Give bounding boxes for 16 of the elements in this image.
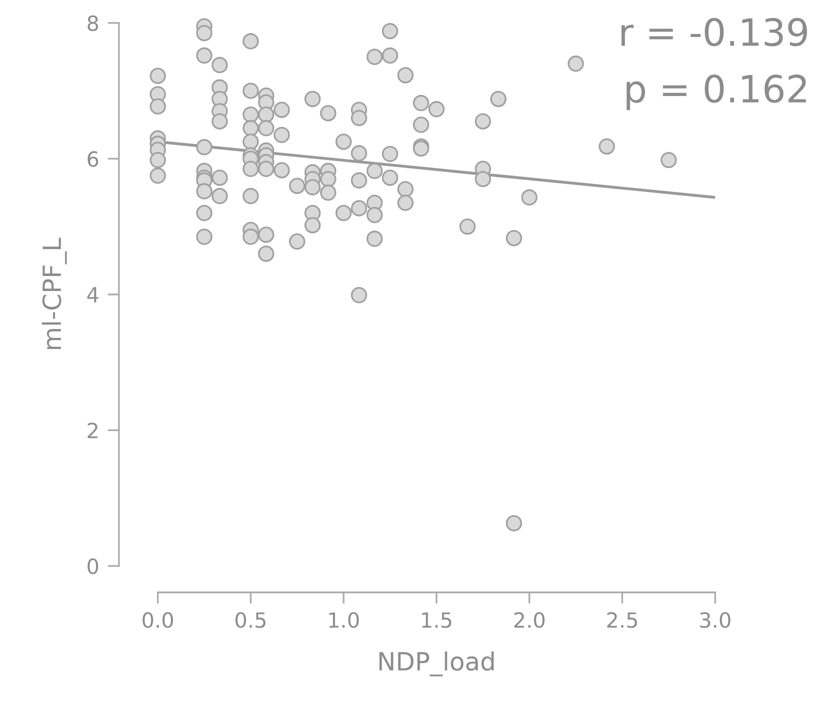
y-axis-title: ml-CPF_L [42,238,67,350]
x-tick-label: 0.5 [236,612,266,628]
x-axis-title: NDP_load [379,651,494,676]
x-tick-label: 2.0 [514,612,545,628]
y-tick-label: 8 [88,15,98,32]
x-tick-label: 3.0 [700,612,730,628]
annotation: p = 0.162 [626,74,806,110]
y-tick-label: 6 [88,151,98,167]
y-tick-label: 0 [88,558,98,574]
y-tick-label: 4 [87,287,98,302]
x-tick-label: 1.5 [422,612,452,628]
y-tick-label: 2 [88,422,98,438]
x-tick-label: 0.0 [142,612,174,628]
annotation: r = -0.139 [622,18,808,46]
x-tick-label: 2.5 [607,612,637,628]
x-tick-label: 1.0 [329,612,359,628]
